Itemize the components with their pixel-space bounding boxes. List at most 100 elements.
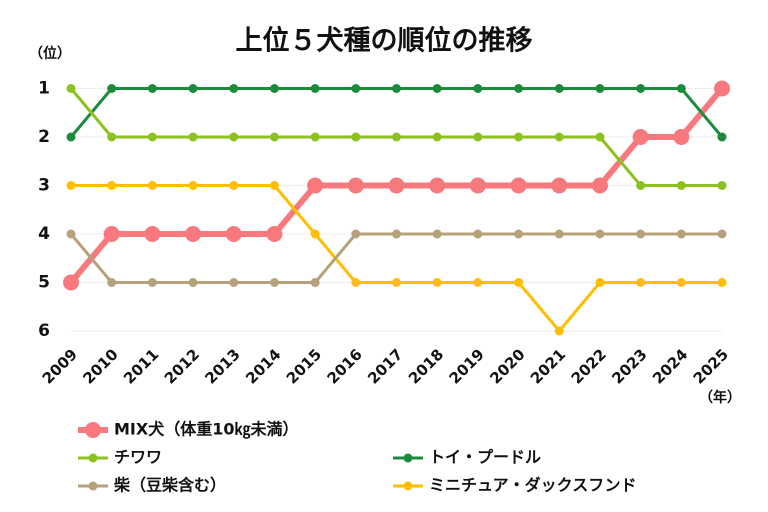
point xyxy=(229,84,239,93)
y-tick-label: 6 xyxy=(38,321,50,341)
point xyxy=(269,132,279,142)
point xyxy=(144,226,161,242)
x-tick-label: 2018 xyxy=(405,345,447,387)
y-tick-label: 1 xyxy=(38,79,50,99)
x-tick-label: 2023 xyxy=(608,345,650,387)
point xyxy=(632,129,649,145)
point xyxy=(229,132,239,142)
x-tick-label: 2016 xyxy=(324,345,366,387)
point xyxy=(717,229,727,239)
point xyxy=(514,84,524,93)
legend-marker xyxy=(88,481,98,491)
point xyxy=(107,181,117,190)
point xyxy=(392,278,401,287)
point xyxy=(595,229,605,239)
point xyxy=(473,84,483,93)
point xyxy=(351,229,361,239)
point xyxy=(636,181,646,190)
point xyxy=(310,229,320,239)
point xyxy=(595,278,605,287)
y-tick-label: 3 xyxy=(38,176,50,196)
legend-label: MIX犬（体重10㎏未満） xyxy=(114,420,298,440)
point xyxy=(269,181,279,190)
point xyxy=(514,229,524,239)
point xyxy=(147,132,157,142)
y-tick-label: 2 xyxy=(38,127,50,147)
point xyxy=(636,229,646,239)
x-tick-label: 2014 xyxy=(242,345,284,387)
legend-marker xyxy=(85,422,101,438)
point xyxy=(107,278,117,287)
x-tick-label: 2024 xyxy=(649,345,691,387)
point xyxy=(676,84,686,93)
point xyxy=(429,177,446,194)
point xyxy=(188,84,198,93)
point xyxy=(107,132,117,142)
point xyxy=(103,226,120,242)
point xyxy=(347,177,364,194)
x-tick-label: 2019 xyxy=(446,345,488,387)
point xyxy=(595,84,605,93)
point xyxy=(269,278,279,287)
point xyxy=(351,132,361,142)
point xyxy=(554,84,564,93)
legend-marker xyxy=(88,453,98,463)
point xyxy=(147,278,157,287)
point xyxy=(717,132,727,142)
legend-label: 柴（豆柴含む） xyxy=(113,476,226,495)
series-line xyxy=(69,232,722,284)
point xyxy=(432,132,442,142)
point xyxy=(676,229,686,239)
y-axis-label: （位） xyxy=(29,45,71,62)
point xyxy=(514,278,524,287)
point xyxy=(510,177,527,194)
point xyxy=(392,84,401,93)
point xyxy=(636,84,646,93)
x-tick-label: 2010 xyxy=(79,345,121,387)
point xyxy=(229,278,239,287)
point xyxy=(595,132,605,142)
x-tick-label: 2022 xyxy=(568,345,610,387)
series-line xyxy=(69,87,724,138)
point xyxy=(514,132,524,142)
chart-title: 上位５犬種の順位の推移 xyxy=(236,25,533,57)
legend-marker xyxy=(403,481,413,491)
point xyxy=(432,229,442,239)
point xyxy=(351,278,361,287)
x-tick-label: 2011 xyxy=(120,345,162,387)
point xyxy=(469,177,486,194)
point xyxy=(310,132,320,142)
point xyxy=(551,177,568,194)
point xyxy=(63,274,79,291)
point xyxy=(554,326,564,336)
point xyxy=(66,84,76,93)
point xyxy=(392,132,401,142)
x-axis-label: （年） xyxy=(699,389,741,406)
point xyxy=(676,181,686,190)
point xyxy=(66,132,76,142)
point xyxy=(229,181,239,190)
point xyxy=(147,181,157,190)
x-tick-label: 2009 xyxy=(39,345,81,387)
point xyxy=(392,229,401,239)
point xyxy=(717,278,727,287)
x-tick-label: 2013 xyxy=(202,345,244,387)
x-tick-label: 2021 xyxy=(527,345,569,387)
point xyxy=(673,129,690,145)
legend-label: トイ・プードル xyxy=(429,448,541,467)
point xyxy=(188,132,198,142)
x-tick-label: 2025 xyxy=(690,345,732,387)
point xyxy=(266,226,283,242)
point xyxy=(432,278,442,287)
x-tick-label: 2017 xyxy=(364,345,406,387)
point xyxy=(66,229,76,239)
point xyxy=(310,84,320,93)
x-tick-label: 2012 xyxy=(161,345,203,387)
point xyxy=(554,132,564,142)
point xyxy=(147,84,157,93)
point xyxy=(636,278,646,287)
series-line xyxy=(71,184,722,333)
legend-label: ミニチュア・ダックスフンド xyxy=(429,476,637,495)
point xyxy=(307,177,324,194)
